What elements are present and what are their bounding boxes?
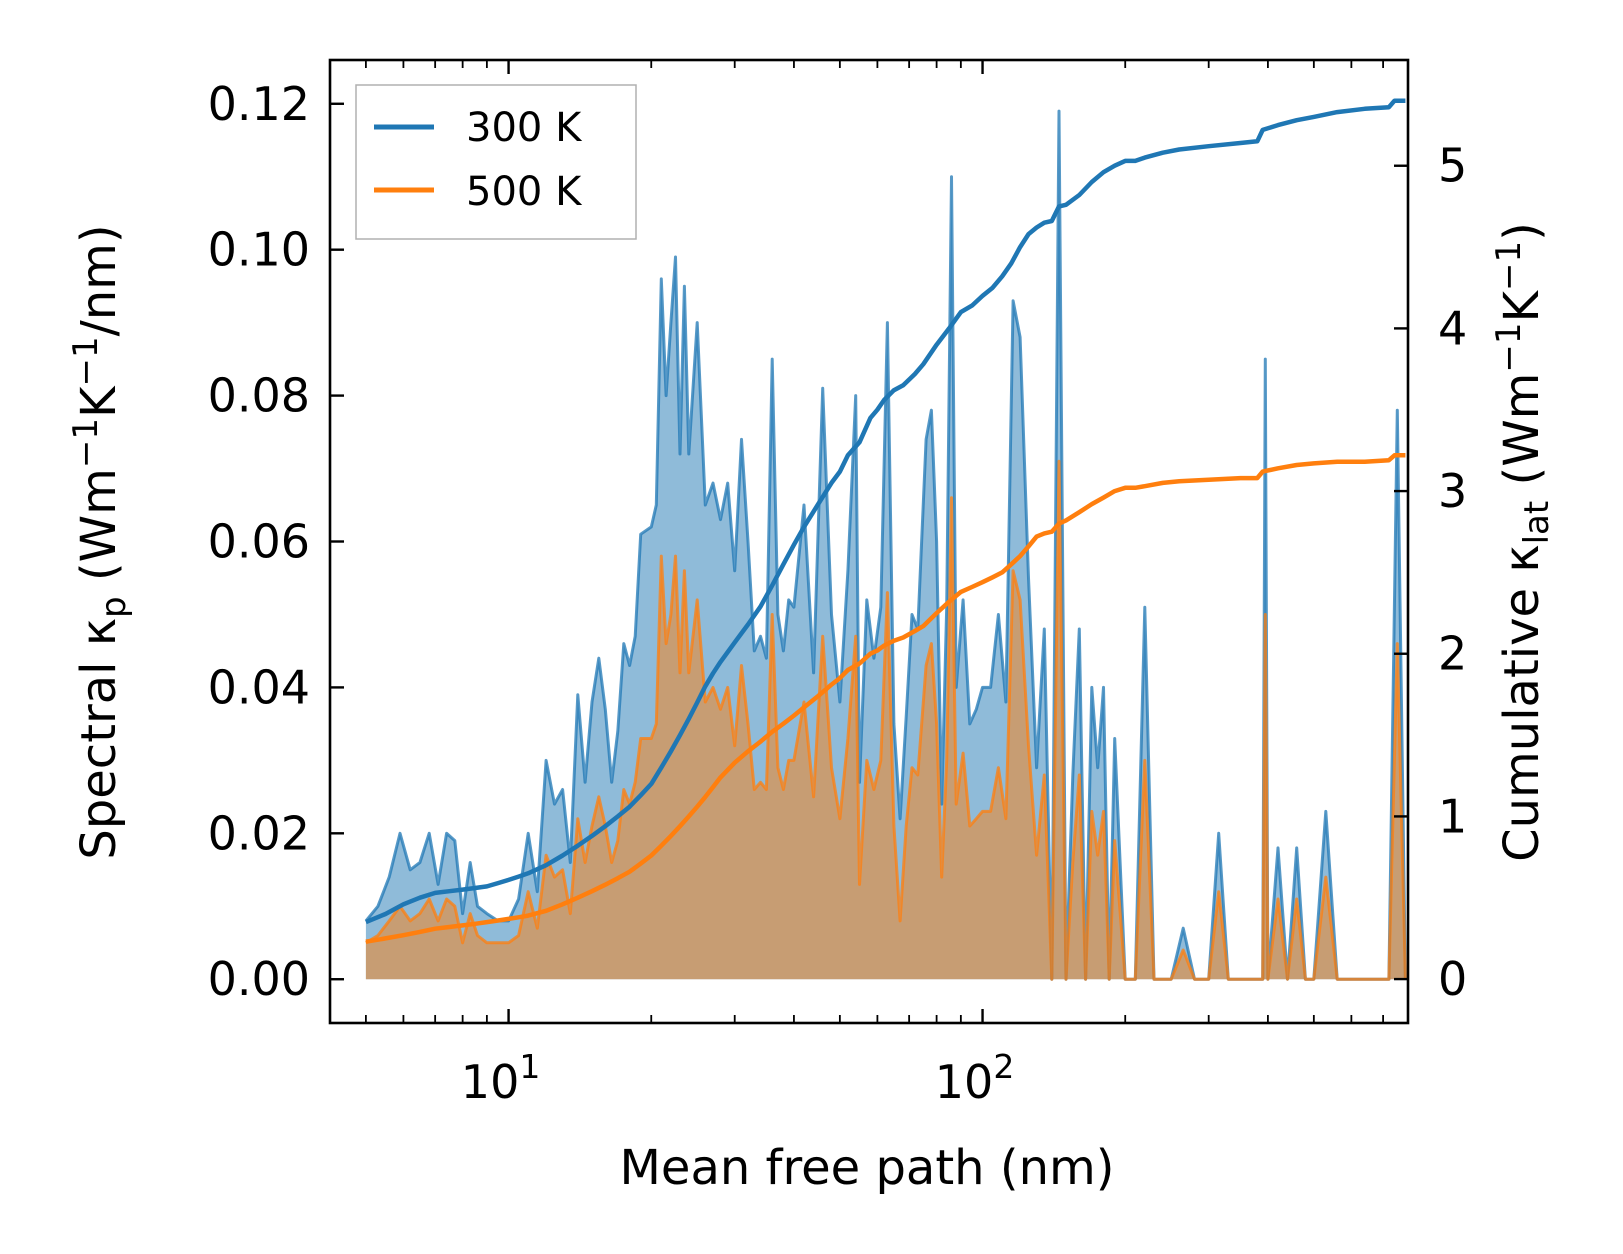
spectral-fill-500k [365, 461, 1406, 980]
y-left-tick-label: 0.10 [208, 223, 310, 277]
spectral-fills [365, 111, 1406, 980]
y-right-tick-label: 4 [1438, 301, 1467, 355]
legend-box [355, 84, 637, 240]
y-right-axis-title: Cumulative κlat (Wm−1K−1) [1489, 222, 1557, 862]
y-right-tick-label: 5 [1438, 139, 1467, 193]
axis-ticks [330, 60, 1408, 1023]
y-right-tick-label: 2 [1438, 627, 1467, 681]
spectral-lines [364, 109, 1407, 981]
y-left-axis-title: Spectral κp (Wm−1K−1/nm) [66, 224, 134, 859]
x-tick-label: 101 [461, 1047, 541, 1109]
y-right-tick-label: 0 [1438, 952, 1467, 1006]
y-right-tick-label: 1 [1438, 789, 1467, 843]
y-left-tick-label: 0.12 [208, 77, 310, 131]
cumulative-line-300k [365, 98, 1406, 925]
x-axis-title: Mean free path (nm) [620, 1140, 1115, 1196]
y-left-tick-label: 0.08 [208, 369, 310, 423]
spectral-line-500k [365, 459, 1407, 981]
y-left-tick-label: 0.06 [208, 515, 310, 569]
x-tick-label: 102 [935, 1047, 1015, 1109]
legend-label-300k: 300 K [466, 105, 583, 151]
y-left-tick-label: 0.00 [208, 952, 310, 1006]
cumulative-lines [365, 98, 1406, 944]
legend: 300 K 500 K [355, 84, 637, 240]
legend-label-500k: 500 K [466, 169, 583, 215]
y-right-tick-label: 3 [1438, 464, 1467, 518]
cumulative-line-500k [365, 453, 1406, 944]
y-left-tick-label: 0.02 [208, 806, 310, 860]
y-left-tick-label: 0.04 [208, 660, 310, 714]
tick-labels: 101 102 0.00 0.02 0.04 0.06 0.08 0.10 0.12 0 1 2 3 4 5 [208, 77, 1468, 1109]
